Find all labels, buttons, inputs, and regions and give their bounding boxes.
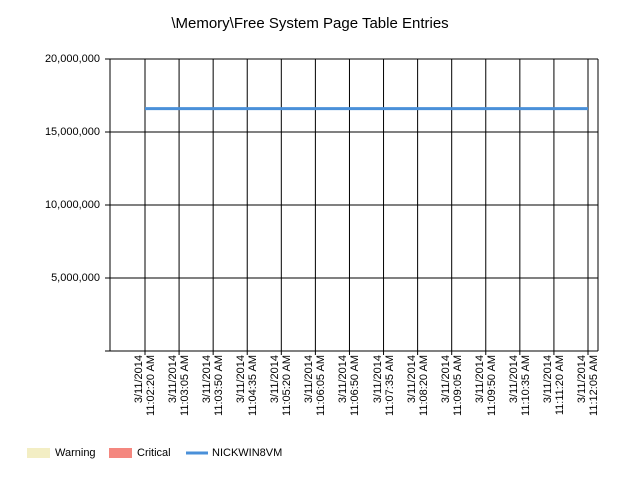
x-tick-label: 3/11/2014 11:11:20 AM — [541, 355, 566, 416]
legend-label: NICKWIN8VM — [212, 447, 282, 459]
x-tick-label: 3/11/2014 11:08:20 AM — [405, 355, 430, 416]
y-tick-label: 10,000,000 — [45, 199, 100, 211]
legend-label: Warning — [55, 447, 96, 459]
x-tick-label: 3/11/2014 11:07:35 AM — [371, 355, 396, 416]
y-tick-label: 20,000,000 — [45, 53, 100, 65]
x-tick-label: 3/11/2014 11:05:20 AM — [269, 355, 294, 416]
x-tick-label: 3/11/2014 11:12:05 AM — [576, 355, 600, 416]
x-tick-label: 3/11/2014 11:06:05 AM — [303, 355, 328, 416]
y-tick-label: 15,000,000 — [45, 126, 100, 138]
legend-swatch — [27, 448, 50, 458]
x-tick-label: 3/11/2014 11:04:35 AM — [235, 355, 260, 416]
legend-label: Critical — [137, 447, 171, 459]
x-tick-label: 3/11/2014 11:03:50 AM — [201, 355, 226, 416]
x-tick-label: 3/11/2014 11:10:35 AM — [507, 355, 532, 416]
y-tick-label: 5,000,000 — [51, 272, 100, 284]
chart-title: \Memory\Free System Page Table Entries — [171, 15, 448, 32]
x-tick-label: 3/11/2014 11:09:05 AM — [439, 355, 464, 416]
x-tick-label: 3/11/2014 11:02:20 AM — [133, 355, 157, 416]
x-tick-label: 3/11/2014 11:09:50 AM — [473, 355, 498, 416]
x-tick-label: 3/11/2014 11:06:50 AM — [337, 355, 362, 416]
legend-swatch — [109, 448, 132, 458]
x-tick-label: 3/11/2014 11:03:05 AM — [167, 355, 192, 416]
